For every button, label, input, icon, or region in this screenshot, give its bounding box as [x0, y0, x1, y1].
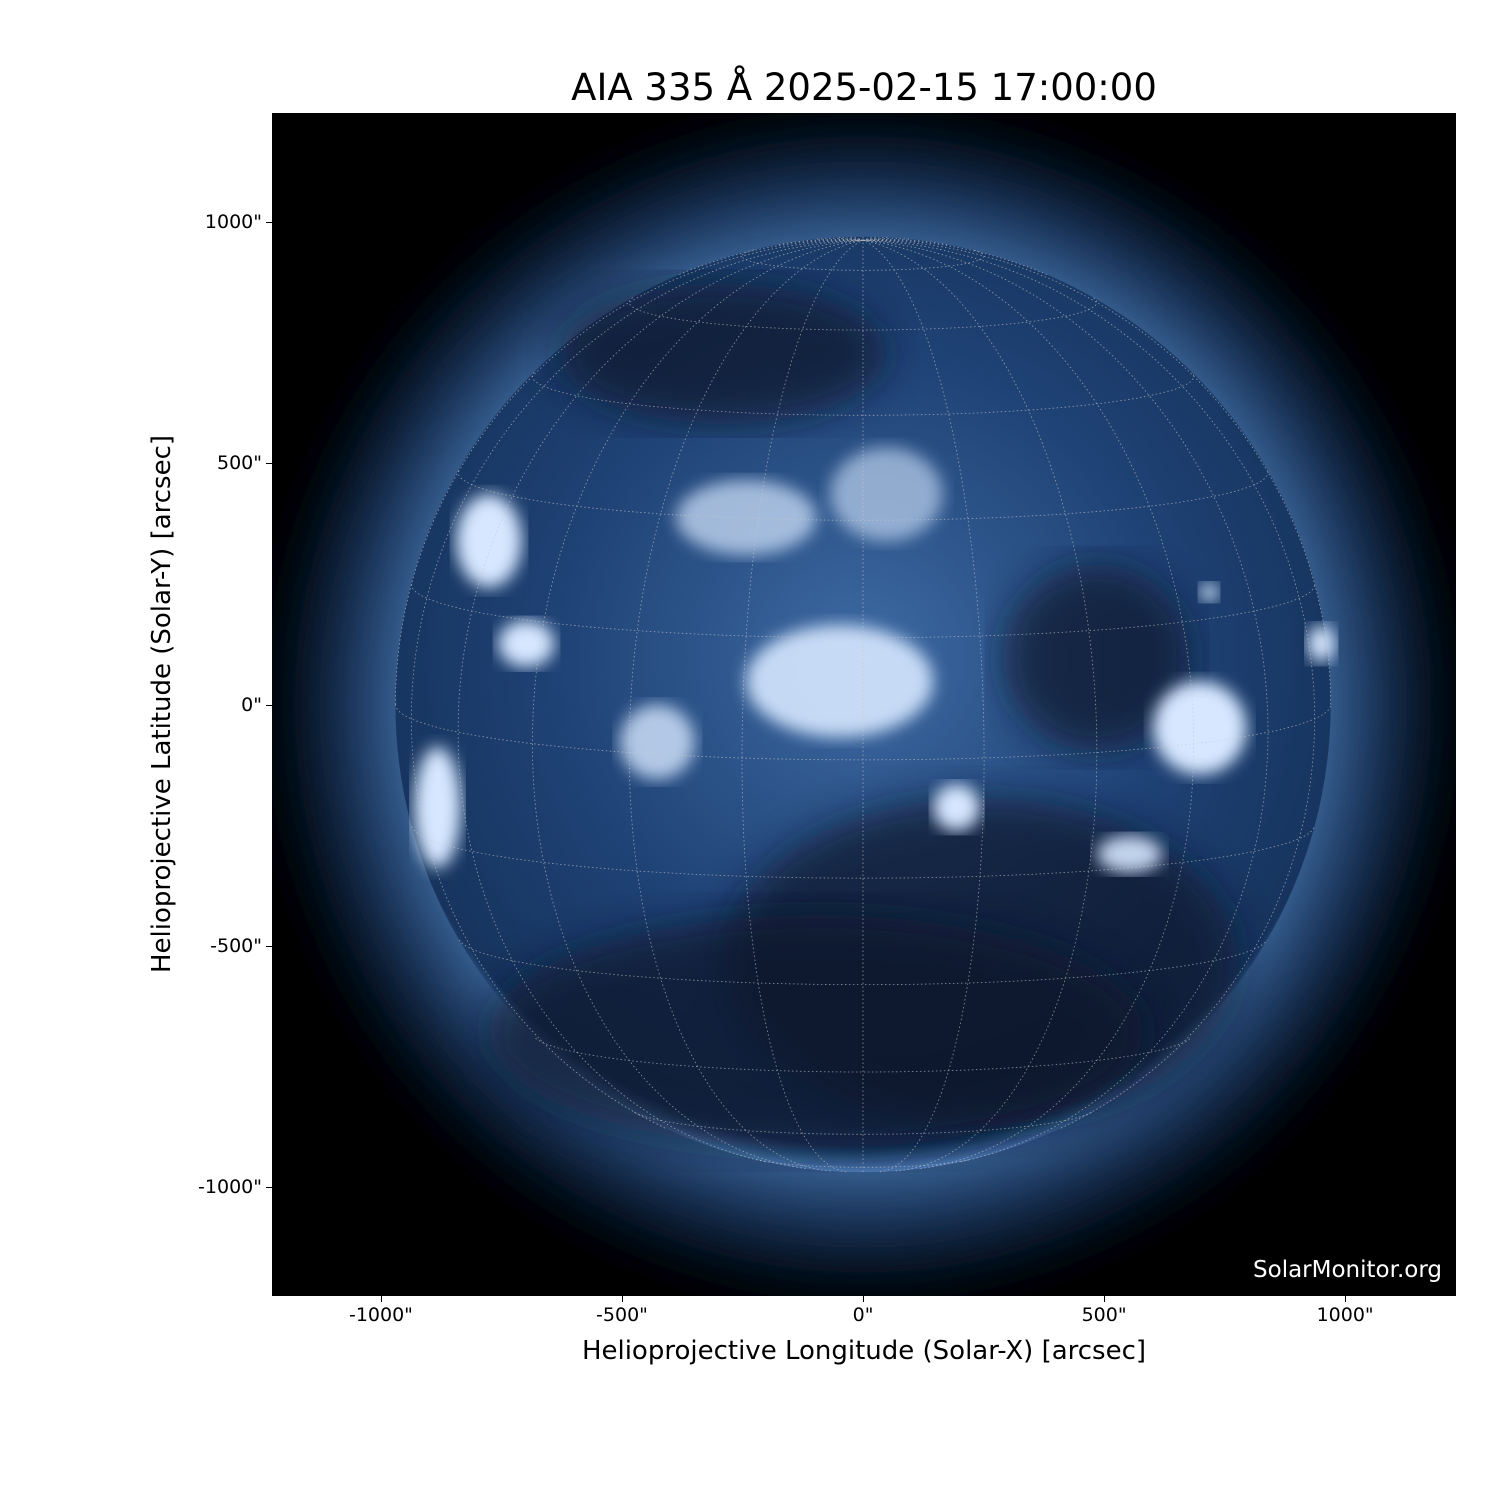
active-region	[414, 746, 461, 869]
y-tick-mark	[266, 222, 272, 224]
coronal-hole	[1003, 564, 1191, 752]
x-tick-mark	[1104, 1296, 1106, 1302]
coronal-hole	[559, 283, 887, 424]
y-tick-mark	[266, 1186, 272, 1188]
grid-line	[862, 237, 888, 241]
y-tick-label: 500"	[216, 452, 262, 475]
solar-image	[272, 113, 1456, 1296]
grid-line	[535, 1037, 1191, 1073]
y-tick-mark	[266, 945, 272, 947]
y-tick-label: -1000"	[198, 1175, 262, 1198]
active-region	[1199, 582, 1219, 602]
grid-line	[457, 239, 864, 1163]
y-tick-label: -500"	[210, 934, 262, 957]
y-tick-mark	[266, 463, 272, 465]
active-region	[619, 704, 695, 780]
y-tick-label: 1000"	[204, 211, 262, 234]
grid-line	[741, 239, 864, 1173]
active-region	[933, 783, 980, 831]
active-region	[498, 620, 555, 668]
grid-line	[862, 239, 1332, 705]
watermark: SolarMonitor.org	[1253, 1257, 1442, 1283]
grid-line	[862, 239, 985, 1173]
grid-line	[395, 704, 1332, 761]
y-tick-mark	[266, 704, 272, 706]
x-tick-mark	[863, 1296, 865, 1302]
active-region	[1096, 835, 1163, 873]
grid-line	[458, 939, 1268, 985]
sun	[272, 113, 1456, 1296]
x-axis-label: Helioprojective Longitude (Solar-X) [arc…	[581, 1336, 1147, 1366]
x-tick-mark	[621, 1296, 623, 1302]
y-axis-label: Helioprojective Latitude (Solar-Y) [arcs…	[147, 434, 177, 974]
x-tick-mark	[380, 1296, 382, 1302]
grid-line	[862, 239, 1098, 1172]
grid-line	[410, 584, 1316, 639]
x-tick-label: -500"	[596, 1304, 648, 1326]
x-tick-label: 1000"	[1316, 1304, 1374, 1326]
grid-line	[741, 249, 985, 271]
grid-line	[838, 237, 864, 241]
y-tick-label: 0"	[241, 693, 262, 716]
active-region	[1152, 681, 1247, 775]
grid-line	[628, 239, 864, 1172]
grid-line	[862, 239, 1195, 1169]
x-tick-label: -1000"	[348, 1304, 413, 1326]
active-region	[456, 494, 522, 588]
chart-title: AIA 335 Å 2025-02-15 17:00:00	[571, 66, 1157, 109]
x-tick-label: 500"	[1081, 1304, 1127, 1326]
grid-line	[531, 371, 1195, 416]
grid-line	[862, 239, 1047, 275]
grid-line	[411, 826, 1315, 879]
x-tick-label: 0"	[852, 1304, 874, 1326]
grid-line	[862, 239, 1269, 1163]
heliographic-grid	[395, 236, 1332, 1173]
active-region	[830, 447, 943, 541]
grid-line	[679, 239, 864, 275]
grid-line	[531, 239, 864, 1169]
active-region	[746, 625, 934, 738]
active-region	[1307, 625, 1336, 663]
coronal-hole	[488, 914, 1144, 1149]
grid-line	[628, 297, 1098, 331]
active-region	[675, 480, 817, 555]
x-tick-mark	[1345, 1296, 1347, 1302]
